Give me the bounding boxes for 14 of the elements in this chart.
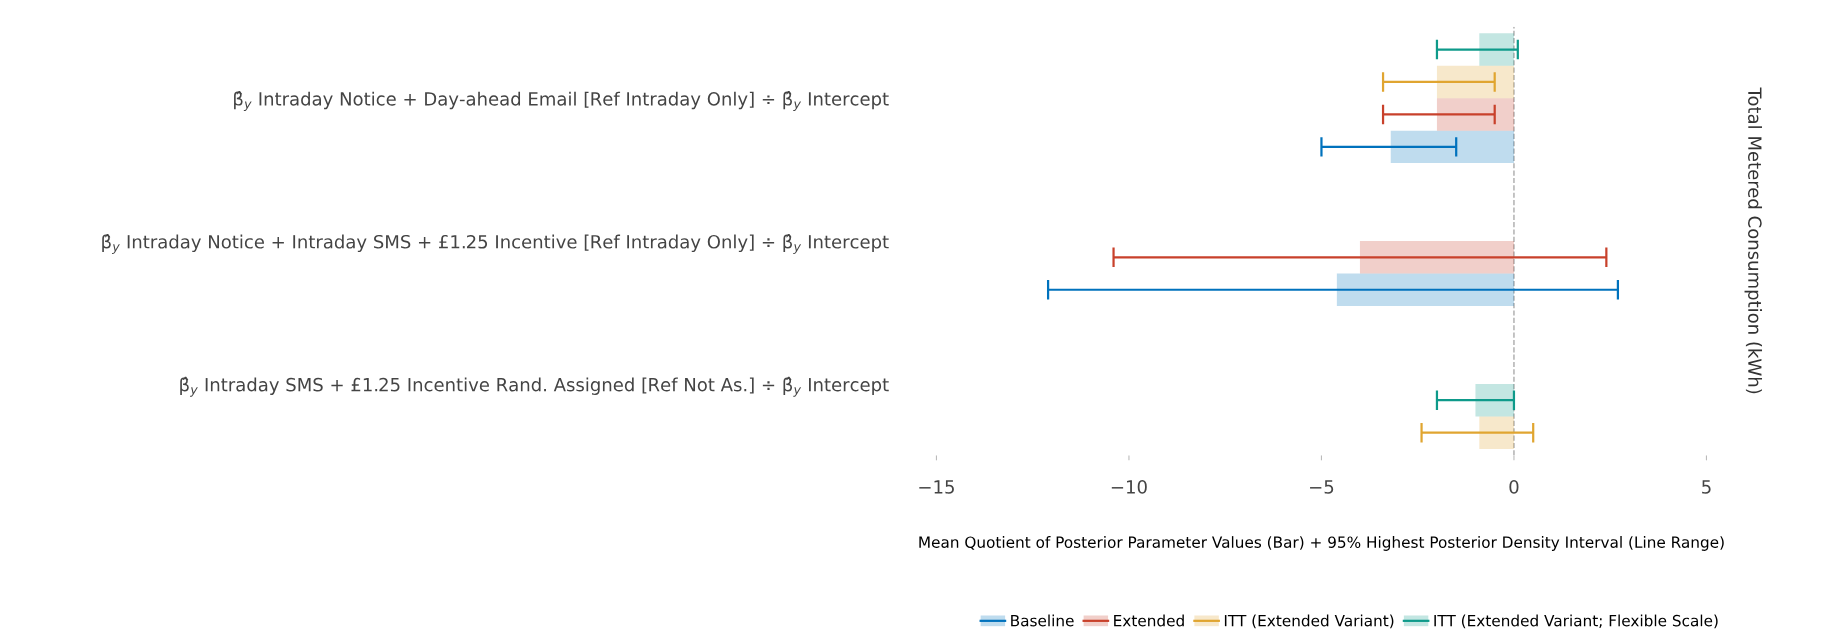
legend-label: ITT (Extended Variant; Flexible Scale) <box>1434 614 1718 629</box>
legend-label: Baseline <box>1011 614 1074 627</box>
x-tick-label: 0 <box>1509 480 1519 494</box>
x-tick-label: −5 <box>1310 480 1334 494</box>
legend-label: ITT (Extended Variant) <box>1224 614 1394 629</box>
x-tick-label: −10 <box>1111 480 1147 494</box>
x-axis-title: Mean Quotient of Posterior Parameter Values (Bar) + 95% Highest Posterior Density Interval (Line Range) <box>919 536 1724 551</box>
y-tick-label: β̂$_{y}$ Intraday Notice + Day-ahead Email [Ref Intraday Only] ÷ β̂$_{y}$ Intercept <box>234 90 889 112</box>
x-tick-label: 5 <box>1702 480 1711 494</box>
x-tick-label: −15 <box>919 480 954 494</box>
y-axis-title: Total Metered Consumption (kWh) <box>1744 87 1763 394</box>
y-tick-label: β̂$_{y}$ Intraday Notice + Intraday SMS + £1.25 Incentive [Ref Intraday Only] ÷ β̂$_{y}$ Intercept <box>102 233 889 254</box>
y-tick-label: β̂$_{y}$ Intraday SMS + £1.25 Incentive Rand. Assigned [Ref Not As.] ÷ β̂$_{y}$ Intercept <box>180 376 889 397</box>
legend-label: Extended <box>1114 614 1184 627</box>
